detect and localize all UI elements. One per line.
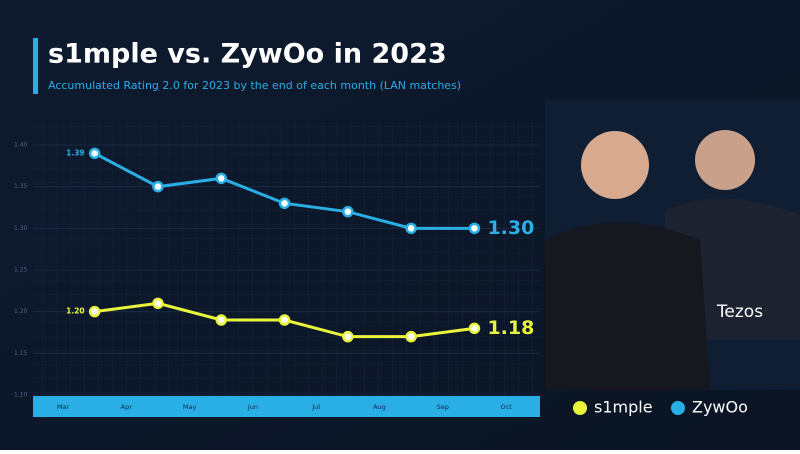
x-tick-label: Aug — [373, 403, 386, 411]
data-point — [468, 222, 481, 235]
legend-marker — [573, 401, 587, 415]
y-tick-label: 1.25 — [14, 267, 28, 274]
player-photo: Tezos — [545, 100, 800, 390]
legend-label: s1mple — [594, 398, 653, 417]
x-tick-label: May — [183, 403, 197, 411]
x-tick-label: Jul — [311, 403, 320, 411]
data-point — [278, 314, 291, 326]
y-tick-label: 1.40 — [14, 142, 28, 149]
legend-marker — [671, 401, 685, 415]
data-point — [215, 314, 227, 326]
x-axis-band — [33, 396, 540, 417]
data-point — [405, 222, 417, 235]
x-tick-label: Sep — [437, 403, 449, 411]
y-tick-label: 1.15 — [14, 350, 28, 357]
data-point — [88, 305, 101, 318]
x-tick-label: Oct — [500, 403, 512, 411]
y-tick-label: 1.10 — [14, 392, 28, 399]
data-label: 1.30 — [487, 217, 534, 239]
y-tick-label: 1.30 — [14, 225, 28, 232]
chart-subtitle: Accumulated Rating 2.0 for 2023 by the e… — [48, 79, 461, 92]
data-point — [152, 297, 164, 310]
x-tick-label: Mar — [57, 403, 70, 411]
chart-title: s1mple vs. ZywOo in 2023 — [48, 39, 447, 70]
data-point — [278, 197, 291, 210]
title-accent — [33, 38, 38, 94]
data-point — [468, 322, 481, 335]
data-label: 1.39 — [66, 148, 85, 157]
svg-text:Tezos: Tezos — [716, 302, 763, 322]
legend-label: ZywOo — [692, 398, 748, 417]
data-point — [215, 172, 227, 185]
data-point — [342, 205, 354, 218]
x-tick-label: Jun — [247, 403, 258, 411]
y-tick-label: 1.35 — [14, 183, 28, 190]
data-point — [342, 330, 354, 343]
y-tick-label: 1.20 — [14, 308, 28, 315]
data-point — [152, 180, 164, 193]
x-tick-label: Apr — [121, 403, 133, 411]
data-label: 1.20 — [66, 307, 85, 316]
data-label: 1.18 — [487, 317, 534, 339]
data-point — [88, 147, 101, 160]
data-point — [405, 330, 417, 343]
